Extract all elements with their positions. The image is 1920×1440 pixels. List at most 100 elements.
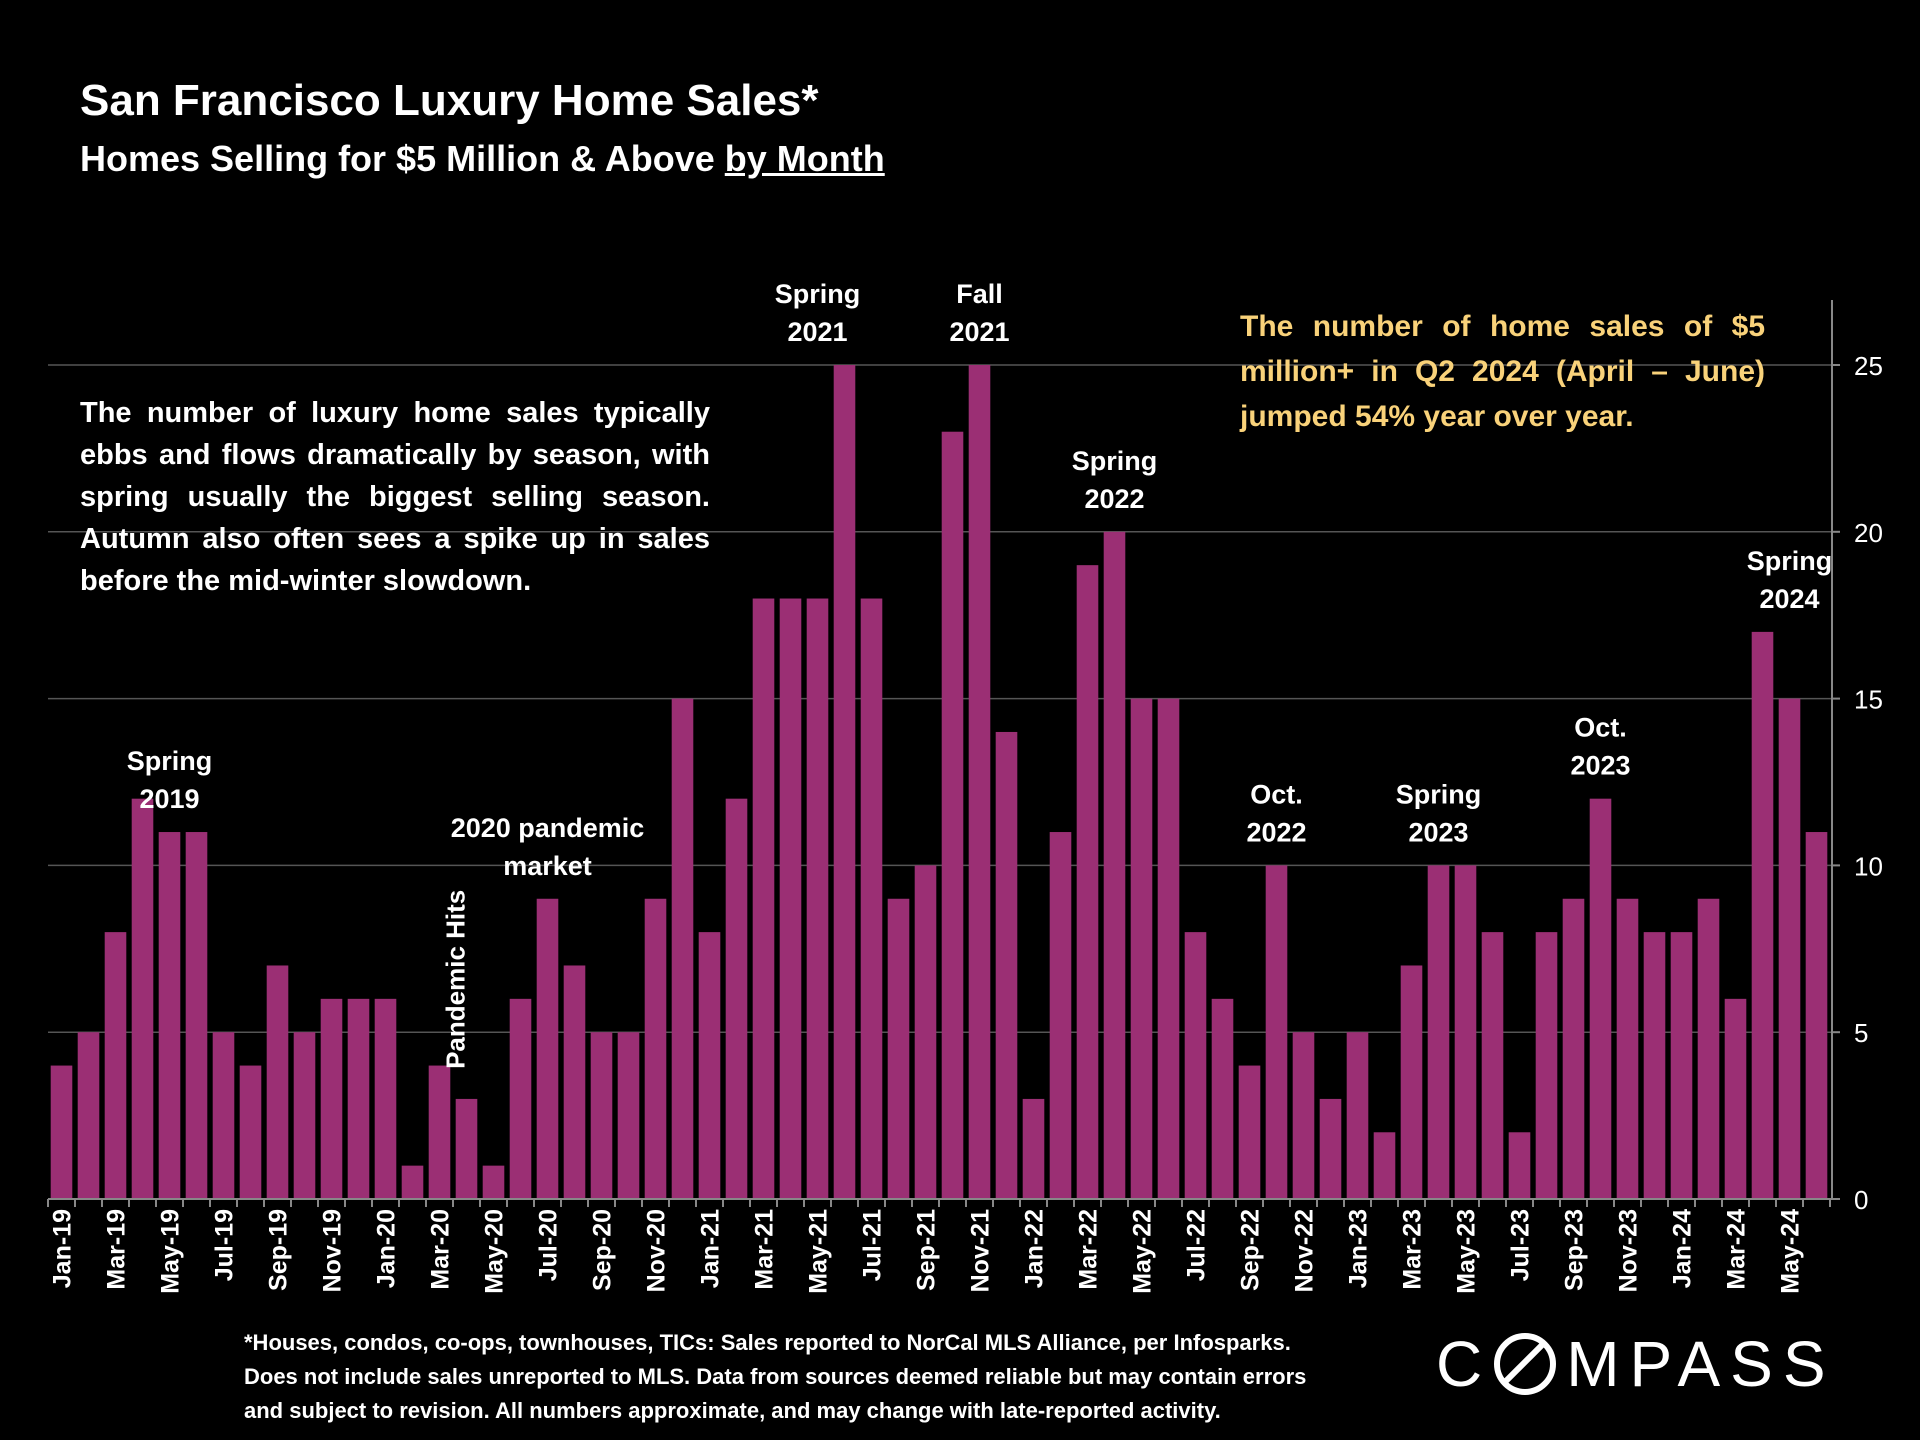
logo-letter: C [1436,1328,1493,1400]
bar [347,998,370,1199]
bar [1373,1132,1396,1199]
x-tick-label: Jul-23 [1507,1209,1535,1281]
bar [995,731,1018,1199]
bar [1616,898,1639,1199]
annotation-label: 2020 pandemic [451,813,645,843]
bar [644,898,667,1199]
bar [266,965,289,1199]
x-tick-label: Jan-24 [1669,1209,1697,1288]
x-tick-label: Jan-19 [49,1209,77,1288]
bar [968,365,991,1199]
x-tick-label: Jan-22 [1021,1209,1049,1288]
bar [293,1032,316,1199]
bar [1184,932,1207,1199]
annotation-label: Fall [956,279,1003,309]
x-tick-label: Jul-22 [1183,1209,1211,1281]
footnote-line: Does not include sales unreported to MLS… [244,1364,1307,1389]
bar [1454,865,1477,1199]
bar [239,1065,262,1199]
y-tick-label: 0 [1854,1185,1868,1215]
bar [1481,932,1504,1199]
bar [1724,998,1747,1199]
x-tick-label: Sep-23 [1561,1209,1589,1291]
logo-letter: MPASS [1566,1328,1836,1400]
bar [320,998,343,1199]
bar [590,1032,613,1199]
subtitle-prefix: Homes Selling for $5 Million & Above [80,138,725,179]
x-tick-label: Nov-22 [1291,1209,1319,1292]
annotation-label: 2023 [1570,751,1630,781]
y-tick-label: 25 [1854,351,1883,381]
x-tick-label: Sep-21 [913,1209,941,1291]
bar [1238,1065,1261,1199]
y-tick-label: 5 [1854,1018,1868,1048]
x-tick-label: Jan-20 [373,1209,401,1288]
bar [1049,832,1072,1199]
bar [1400,965,1423,1199]
bar [887,898,910,1199]
bar [1076,565,1099,1199]
x-tick-label: May-20 [481,1209,509,1294]
annotation-label: 2021 [949,317,1009,347]
x-tick-label: Sep-19 [265,1209,293,1291]
y-tick-label: 15 [1854,685,1883,715]
bar [1319,1098,1342,1199]
x-tick-label: Jul-20 [535,1209,563,1281]
x-tick-label: Mar-19 [103,1209,131,1290]
annotation-label: 2023 [1408,817,1468,847]
bar [131,798,154,1199]
bar [455,1098,478,1199]
bar [671,698,694,1199]
x-tick-label: Jan-23 [1345,1209,1373,1288]
bar [698,932,721,1199]
bar [1022,1098,1045,1199]
annotation-label: Oct. [1574,713,1627,743]
footnote-line: and subject to revision. All numbers app… [244,1398,1221,1423]
bar [725,798,748,1199]
x-tick-label: May-21 [805,1209,833,1294]
x-tick-label: May-22 [1129,1209,1157,1294]
annotation-label: 2022 [1084,484,1144,514]
x-tick-label: May-19 [157,1209,185,1294]
annotation-label: Spring [1747,546,1833,576]
bar [752,598,775,1199]
bar [1265,865,1288,1199]
bar [1157,698,1180,1199]
x-tick-label: Sep-22 [1237,1209,1265,1291]
bar [212,1032,235,1199]
chart-title: San Francisco Luxury Home Sales* [80,76,819,125]
bar [482,1165,505,1199]
bar [941,431,964,1200]
subtitle-underlined: by Month [724,138,885,179]
bar [1292,1032,1315,1199]
bar [617,1032,640,1199]
bar [1535,932,1558,1199]
x-tick-label: Sep-20 [589,1209,617,1291]
y-tick-label: 20 [1854,518,1883,548]
x-tick-label: Nov-20 [643,1209,671,1292]
bar [1346,1032,1369,1199]
bar [914,865,937,1199]
bar [509,998,532,1199]
bar [1130,698,1153,1199]
chart-subtitle: Homes Selling for $5 Million & Above by … [80,138,885,180]
x-tick-label: Nov-23 [1615,1209,1643,1292]
bar [104,932,127,1199]
bar [1751,631,1774,1199]
annotation-label: Spring [1396,779,1482,809]
annotation-label: market [503,851,592,881]
x-tick-label: Nov-21 [967,1209,995,1292]
bar [185,832,208,1199]
bar [563,965,586,1199]
annotation-label: 2022 [1246,817,1306,847]
bar [401,1165,424,1199]
bar [1508,1132,1531,1199]
bar [1643,932,1666,1199]
x-tick-label: Mar-21 [751,1209,779,1290]
annotation-label: 2024 [1759,584,1819,614]
bar [1211,998,1234,1199]
x-tick-label: Nov-19 [319,1209,347,1292]
annotation-label: 2019 [139,784,199,814]
annotation-label: Spring [1072,446,1158,476]
footnote-line: *Houses, condos, co-ops, townhouses, TIC… [244,1330,1291,1355]
